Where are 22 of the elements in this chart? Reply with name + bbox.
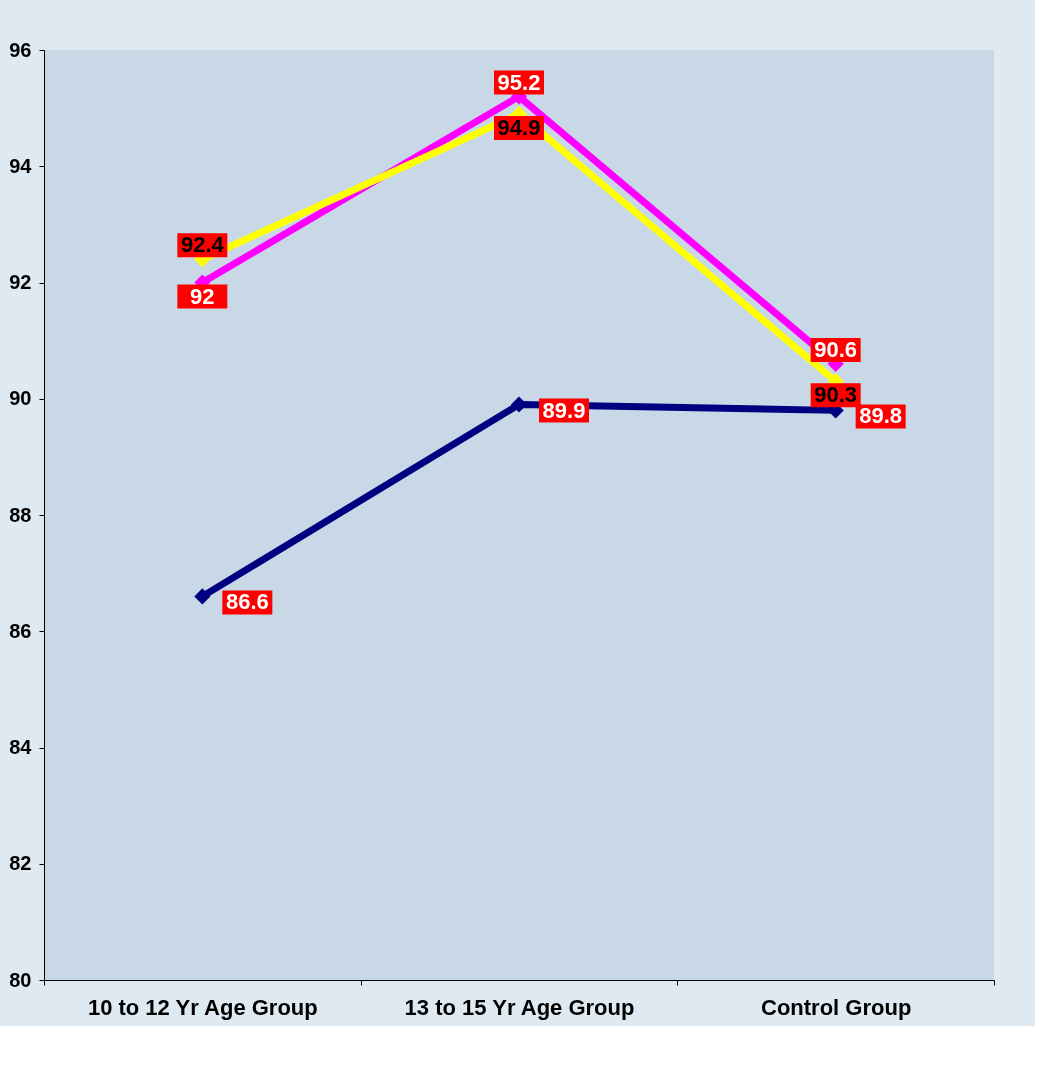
data-label: 86.6 [225,589,269,615]
x-tick-label: 10 to 12 Yr Age Group [87,994,318,1020]
y-tick-label: 82 [9,852,32,875]
y-tick-label: 90 [9,387,32,410]
y-tick-label: 86 [9,619,32,642]
x-tick-label: Control Group [761,994,912,1020]
y-tick-label: 80 [9,968,32,991]
data-label: 92.4 [180,232,225,258]
y-tick-label: 88 [9,503,32,526]
y-tick-label: 94 [9,154,33,177]
data-label: 90.6 [814,336,858,362]
data-label: 89.8 [859,403,903,429]
data-label: 89.9 [542,397,586,423]
x-tick-label: 13 to 15 Yr Age Group [404,994,635,1020]
y-tick-label: 84 [9,736,33,758]
data-label: 92 [190,283,215,309]
point [194,588,211,605]
y-tick-label: 96 [9,38,32,61]
data-label: 90.3 [814,382,858,408]
data-label: 94.9 [497,114,541,140]
data-label: 95.2 [497,69,541,95]
y-tick-label: 92 [9,271,32,293]
